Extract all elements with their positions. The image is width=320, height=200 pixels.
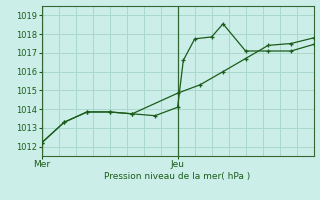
X-axis label: Pression niveau de la mer( hPa ): Pression niveau de la mer( hPa ) [104, 172, 251, 181]
